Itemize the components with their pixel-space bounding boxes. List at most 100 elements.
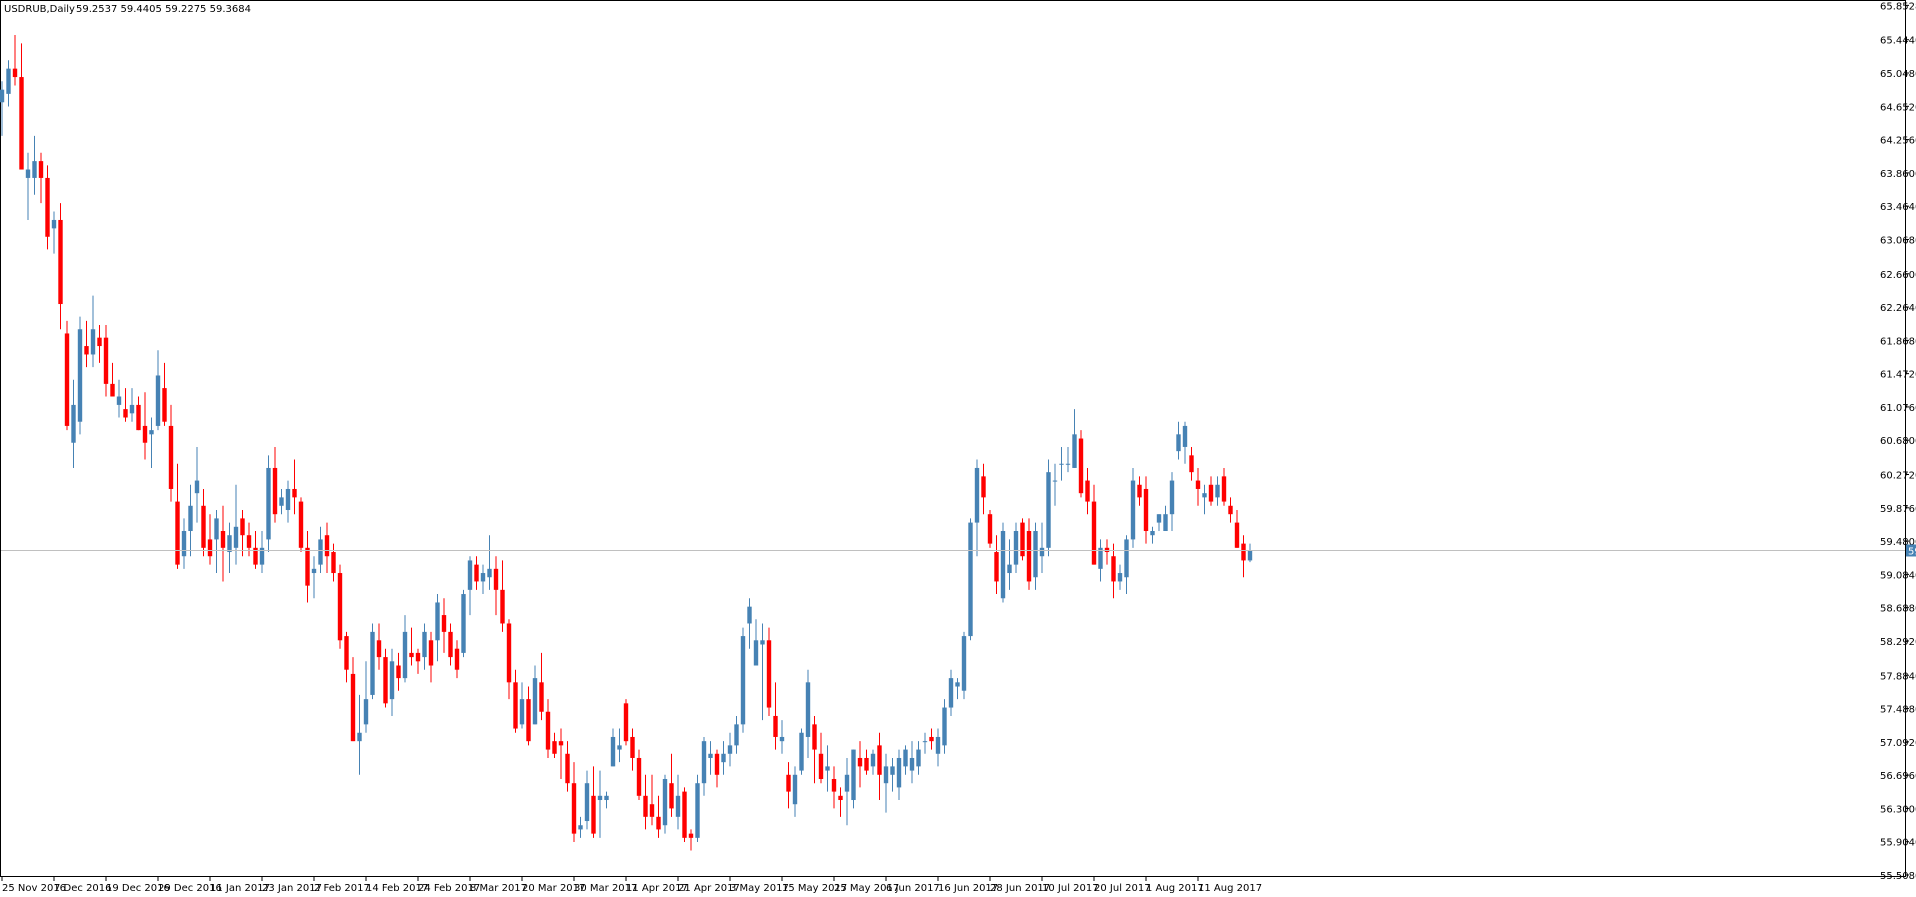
candle: [818, 732, 824, 784]
candle-body: [253, 547, 258, 565]
candle: [1033, 522, 1038, 590]
candle: [805, 669, 811, 758]
candle-body: [324, 535, 330, 557]
candle: [467, 556, 473, 616]
candle: [253, 531, 258, 569]
candle: [760, 623, 765, 721]
candle-body: [1215, 484, 1220, 498]
candle-body: [480, 573, 486, 582]
candle-body: [1221, 476, 1227, 502]
candle-body: [630, 736, 635, 758]
candle-body: [552, 741, 557, 754]
candle-body: [961, 636, 967, 691]
candle: [610, 728, 616, 767]
candle-body: [974, 467, 980, 523]
candle: [1085, 467, 1090, 515]
candle: [636, 749, 642, 801]
candle: [1020, 518, 1025, 561]
candle: [974, 459, 980, 557]
candle: [1195, 467, 1201, 506]
candle: [948, 669, 954, 716]
x-tick-label: 15 May 2017: [782, 883, 847, 894]
candle-body: [688, 833, 694, 838]
candle: [97, 325, 102, 363]
y-tick-label: 56.6960: [1880, 771, 1916, 782]
candle: [617, 728, 622, 763]
candle: [961, 631, 967, 700]
candle-body: [318, 539, 323, 565]
candle: [877, 732, 882, 801]
candle: [272, 446, 278, 523]
candle-body: [149, 430, 154, 435]
y-tick-label: 64.2560: [1880, 136, 1916, 147]
candle: [311, 556, 317, 599]
candle-body: [883, 766, 889, 784]
candle: [454, 640, 460, 679]
candle-body: [201, 505, 206, 548]
candle: [389, 648, 395, 716]
candle: [84, 320, 89, 368]
candle-body: [916, 749, 921, 767]
candle: [318, 526, 323, 574]
candle-body: [890, 766, 895, 775]
candle: [493, 556, 499, 616]
x-tick-label: 3 May 2017: [730, 883, 789, 894]
y-tick-label: 65.0480: [1880, 69, 1916, 80]
candle-body: [1085, 480, 1090, 502]
y-tick-label: 61.4720: [1880, 370, 1916, 381]
candle-body: [591, 795, 596, 834]
candle: [350, 657, 356, 742]
candle-body: [558, 741, 564, 746]
candle-body: [97, 337, 102, 347]
candle: [1117, 564, 1123, 590]
candle-body: [1091, 501, 1097, 565]
candle-body: [181, 531, 187, 557]
candle-body: [175, 501, 180, 565]
candle-body: [155, 375, 161, 426]
candle: [630, 728, 635, 771]
candle-body: [799, 732, 804, 771]
candle: [1130, 467, 1136, 548]
candle: [155, 350, 161, 431]
y-tick-label: 62.2640: [1880, 303, 1916, 314]
candle-body: [565, 753, 570, 784]
candle-body: [493, 568, 499, 590]
candle-body: [1013, 531, 1019, 565]
candle: [1091, 484, 1097, 565]
candle: [682, 787, 687, 843]
candle: [565, 741, 570, 792]
candle-body: [597, 795, 603, 801]
candle: [1234, 509, 1240, 548]
candle: [1026, 518, 1032, 590]
candle: [1247, 543, 1253, 563]
candle: [1221, 467, 1227, 506]
candle-body: [45, 177, 50, 237]
candle-body: [825, 766, 830, 771]
candle-body: [233, 526, 239, 548]
candle-body: [331, 552, 336, 574]
candle-body: [12, 68, 18, 78]
candle-body: [714, 753, 720, 775]
candle-body: [753, 640, 759, 666]
candle-body: [1007, 564, 1012, 574]
candle-body: [292, 488, 297, 498]
x-tick-label: 29 Dec 2016: [158, 883, 222, 894]
candle: [649, 774, 655, 826]
candle: [337, 564, 343, 649]
candle-body: [207, 539, 213, 557]
candle-body: [409, 652, 414, 658]
candle-body: [142, 425, 148, 443]
candle-body: [110, 383, 115, 397]
candle: [799, 728, 804, 775]
candle: [428, 631, 434, 683]
candle-body: [721, 753, 726, 763]
candle: [409, 627, 414, 666]
candle: [1104, 539, 1110, 565]
candle: [415, 648, 421, 674]
candle-body: [532, 678, 538, 725]
candle-body: [935, 736, 941, 754]
candle: [701, 736, 707, 796]
candle: [708, 741, 713, 775]
